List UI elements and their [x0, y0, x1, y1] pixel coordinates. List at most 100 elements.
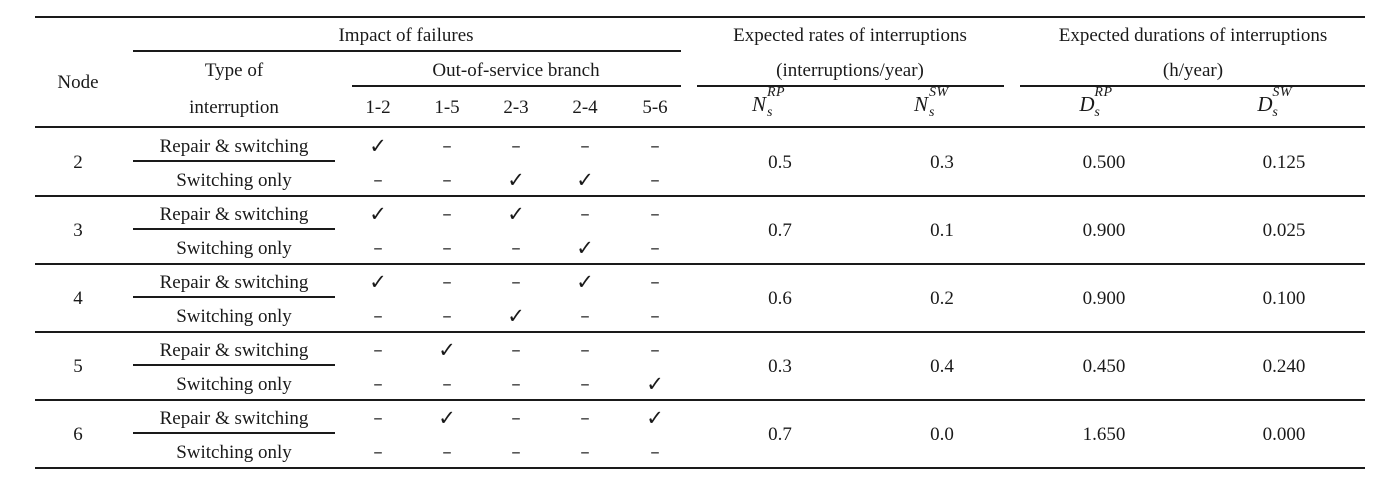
switching-only-label: Switching only [176, 238, 292, 259]
subrow-divider [133, 228, 335, 230]
subrow-divider [133, 296, 335, 298]
durations-underline [1020, 85, 1365, 87]
dash-mark: – [442, 441, 452, 463]
dash-mark: – [373, 237, 383, 259]
header-n-rp: N RP s [751, 85, 786, 120]
subrow-divider [133, 364, 335, 366]
check-icon: ✓ [438, 338, 456, 362]
header-branch-3: 2-3 [503, 97, 529, 118]
d-rp-value: 0.450 [1082, 356, 1126, 377]
header-branch-5: 5-6 [642, 97, 668, 118]
repair-switching-label: Repair & switching [159, 136, 309, 157]
n-rp-value: 0.5 [768, 152, 792, 173]
n-sw-value: 0.2 [930, 288, 954, 309]
check-icon: ✓ [576, 168, 594, 192]
header-branch-2: 1-5 [434, 97, 460, 118]
n-sw-value: 0.4 [930, 356, 954, 377]
dash-mark: – [511, 441, 521, 463]
n-sw-value: 0.3 [930, 152, 954, 173]
dash-mark: – [442, 305, 452, 327]
switching-only-label: Switching only [176, 442, 292, 463]
dash-mark: – [442, 373, 452, 395]
check-icon: ✓ [507, 202, 525, 226]
dash-mark: – [580, 135, 590, 157]
node-cell: 6 [73, 424, 83, 445]
oos-underline [352, 85, 681, 87]
dash-mark: – [511, 407, 521, 429]
repair-switching-label: Repair & switching [159, 340, 309, 361]
header-bottom-rule [35, 126, 1365, 128]
dash-mark: – [650, 135, 660, 157]
check-icon: ✓ [507, 304, 525, 328]
header-type-line2: interruption [189, 97, 279, 118]
switching-only-label: Switching only [176, 306, 292, 327]
header-durations-line2: (h/year) [1162, 60, 1224, 81]
n-rp-value: 0.7 [768, 424, 792, 445]
check-icon: ✓ [576, 270, 594, 294]
group-rule [35, 399, 1365, 401]
header-oos: Out-of-service branch [432, 60, 600, 81]
dash-mark: – [442, 169, 452, 191]
dash-mark: – [442, 237, 452, 259]
n-rp-value: 0.6 [768, 288, 792, 309]
group-rule [35, 195, 1365, 197]
table-bottom-rule [35, 467, 1365, 469]
header-durations-line1: Expected durations of interruptions [1058, 25, 1328, 46]
dash-mark: – [650, 441, 660, 463]
d-sw-value: 0.125 [1262, 152, 1306, 173]
header-n-sw: N SW s [913, 85, 949, 120]
switching-only-label: Switching only [176, 374, 292, 395]
header-d-sw: D SW s [1257, 85, 1293, 120]
check-icon: ✓ [646, 406, 664, 430]
dash-mark: – [580, 407, 590, 429]
dash-mark: – [650, 305, 660, 327]
dash-mark: – [511, 339, 521, 361]
node-cell: 2 [73, 152, 83, 173]
subrow-divider [133, 160, 335, 162]
dash-mark: – [511, 271, 521, 293]
switching-only-label: Switching only [176, 170, 292, 191]
d-rp-value: 0.500 [1082, 152, 1126, 173]
dash-mark: – [580, 373, 590, 395]
d-sw-value: 0.000 [1262, 424, 1306, 445]
check-icon: ✓ [369, 270, 387, 294]
check-icon: ✓ [438, 406, 456, 430]
dash-mark: – [580, 339, 590, 361]
check-icon: ✓ [507, 168, 525, 192]
d-sw-value: 0.240 [1262, 356, 1306, 377]
d-sw-value: 0.025 [1262, 220, 1306, 241]
dash-mark: – [442, 135, 452, 157]
d-rp-value: 0.900 [1082, 288, 1126, 309]
n-rp-value: 0.7 [768, 220, 792, 241]
node-cell: 5 [73, 356, 83, 377]
top-rule [35, 16, 1365, 18]
header-branch-4: 2-4 [572, 97, 598, 118]
dash-mark: – [650, 169, 660, 191]
dash-mark: – [442, 203, 452, 225]
impact-underline [133, 50, 681, 52]
group-rule [35, 263, 1365, 265]
rates-underline [697, 85, 1004, 87]
repair-switching-label: Repair & switching [159, 272, 309, 293]
check-icon: ✓ [576, 236, 594, 260]
dash-mark: – [511, 373, 521, 395]
check-icon: ✓ [369, 134, 387, 158]
n-sw-value: 0.1 [930, 220, 954, 241]
n-sw-value: 0.0 [930, 424, 954, 445]
dash-mark: – [511, 237, 521, 259]
node-cell: 4 [73, 288, 83, 309]
check-icon: ✓ [369, 202, 387, 226]
dash-mark: – [442, 271, 452, 293]
header-node: Node [57, 72, 99, 93]
d-sw-value: 0.100 [1262, 288, 1306, 309]
d-rp-value: 0.900 [1082, 220, 1126, 241]
subrow-divider [133, 432, 335, 434]
dash-mark: – [580, 305, 590, 327]
check-icon: ✓ [646, 372, 664, 396]
dash-mark: – [373, 339, 383, 361]
dash-mark: – [511, 135, 521, 157]
header-rates-line1: Expected rates of interruptions [733, 25, 967, 46]
dash-mark: – [373, 169, 383, 191]
dash-mark: – [373, 407, 383, 429]
